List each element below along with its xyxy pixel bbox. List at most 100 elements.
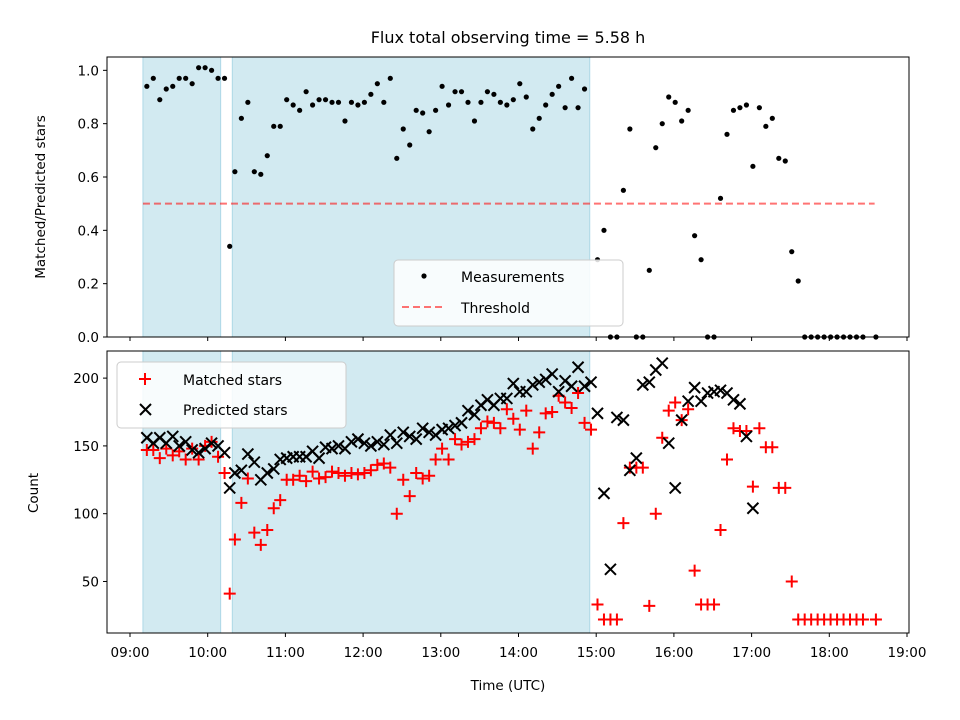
matched-star-point	[727, 422, 740, 435]
measurement-point	[568, 75, 575, 81]
measurement-point	[407, 142, 413, 148]
predicted-star-point	[610, 411, 624, 424]
measurement-point	[322, 97, 329, 103]
matched-star-point	[636, 461, 649, 474]
matched-star-point	[218, 467, 231, 480]
predicted-star-point	[409, 432, 423, 446]
matched-star-point	[746, 480, 759, 493]
measurement-point	[264, 153, 270, 159]
ratio-y-tick-label: 0.0	[78, 330, 99, 346]
predicted-star-point	[312, 451, 326, 465]
measurement-point	[750, 163, 756, 169]
measurement-point	[258, 171, 264, 177]
measurement-point	[743, 102, 750, 108]
predicted-star-point	[228, 466, 242, 480]
x-tick-label: 15:00	[577, 645, 616, 661]
matched-star-point	[212, 450, 225, 463]
matched-star-point	[572, 387, 585, 400]
ratio-y-tick-label: 1.0	[78, 63, 99, 79]
matched-star-point	[241, 472, 254, 485]
measurement-point	[439, 83, 445, 89]
ratio-y-tick-label: 0.8	[78, 117, 99, 133]
measurement-point	[452, 89, 458, 95]
measurement-point	[646, 267, 652, 273]
count-legend-box	[116, 361, 347, 429]
measurement-point	[717, 195, 724, 201]
matched-star-point	[539, 407, 552, 420]
measurement-point	[445, 102, 452, 108]
measurement-point	[381, 99, 387, 105]
predicted-star-point	[591, 407, 604, 420]
predicted-star-point	[740, 430, 753, 443]
measurement-point	[297, 107, 303, 113]
x-tick-label: 11:00	[266, 645, 305, 661]
predicted-star-point	[345, 435, 358, 449]
matched-star-point	[319, 471, 332, 484]
measurement-point	[510, 97, 516, 103]
predicted-star-point	[192, 446, 205, 459]
predicted-star-point	[675, 413, 688, 427]
matched-star-point	[313, 472, 326, 485]
matched-star-point	[455, 438, 468, 451]
matched-star-point	[708, 598, 721, 611]
predicted-star-point	[507, 377, 520, 390]
predicted-star-point	[630, 451, 643, 465]
predicted-star-point	[636, 378, 650, 392]
measurement-point	[484, 89, 491, 95]
ratio-legend-box	[393, 259, 624, 327]
measurement-point	[374, 81, 380, 87]
matched-star-point	[351, 468, 364, 481]
measurement-point	[215, 75, 221, 81]
matched-star-point	[223, 587, 236, 600]
measurement-point	[782, 158, 788, 164]
matched-star-point	[720, 453, 733, 466]
measurement-point	[245, 99, 251, 105]
predicted-star-point	[205, 436, 218, 450]
measurement-point	[465, 99, 471, 105]
matched-star-point	[766, 441, 779, 454]
measurement-point	[504, 102, 510, 108]
matched-star-point	[481, 415, 494, 428]
measurement-point	[795, 278, 801, 284]
x-tick-label: 14:00	[499, 645, 538, 661]
ratio-y-tick-label: 0.4	[78, 223, 99, 239]
measurement-point	[543, 102, 549, 108]
predicted-star-point	[565, 380, 578, 393]
matched-star-point	[345, 467, 358, 480]
measurement-point	[666, 94, 672, 100]
x-tick-label: 16:00	[654, 645, 693, 661]
x-tick-label: 18:00	[810, 645, 849, 661]
matched-star-point	[274, 494, 287, 507]
predicted-star-point	[714, 384, 727, 397]
count-legend: Matched stars Predicted stars	[116, 361, 347, 429]
predicted-star-point	[643, 375, 656, 389]
measurement-point	[698, 257, 704, 263]
measurement-point	[271, 123, 277, 129]
matched-star-point	[468, 433, 481, 446]
matched-star-point	[248, 526, 261, 539]
measurement-point	[756, 105, 762, 111]
measurement-point	[202, 65, 208, 71]
matched-star-point	[682, 403, 695, 416]
legend-predicted-label: Predicted stars	[183, 403, 288, 419]
matched-star-point	[740, 424, 753, 437]
x-tick-label: 10:00	[188, 645, 227, 661]
matched-star-point	[326, 465, 339, 478]
matched-star-point	[474, 422, 487, 435]
chart-title: Flux total observing time = 5.58 h	[371, 28, 646, 47]
measurement-point	[458, 89, 465, 95]
measurement-point	[679, 118, 685, 124]
x-tick-label: 09:00	[111, 645, 150, 661]
matched-star-point	[507, 412, 520, 425]
predicted-star-point	[384, 428, 397, 442]
predicted-star-point	[694, 394, 708, 408]
matched-star-point	[293, 469, 306, 482]
matched-star-point	[364, 464, 377, 477]
predicted-star-point	[241, 447, 255, 461]
measurement-point	[348, 99, 355, 105]
measurement-point	[227, 243, 233, 249]
measurement-point	[413, 107, 419, 113]
measurement-point	[183, 75, 189, 81]
matched-star-point	[585, 423, 598, 436]
measurement-point	[627, 126, 633, 132]
